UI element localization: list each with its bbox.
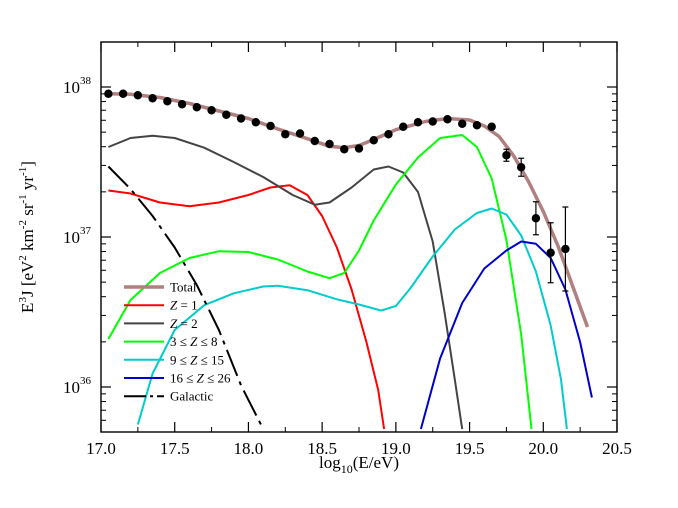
legend: Total Z = 1 Z = 2 3 ≤ Z ≤ 8 9 ≤ Z ≤ 15 16 ≤ Z… xyxy=(124,280,231,404)
legend-entry: 16 ≤ Z ≤ 26 xyxy=(124,371,231,386)
legend-entry: Z = 2 xyxy=(124,316,198,331)
data-point xyxy=(281,130,290,139)
x-tick-label: 20.0 xyxy=(528,439,558,458)
y-tick-label: 1037 xyxy=(63,225,92,247)
data-point xyxy=(472,121,482,130)
data-point xyxy=(163,97,172,106)
data-point xyxy=(340,145,349,154)
legend-label: 9 ≤ Z ≤ 15 xyxy=(170,352,224,367)
x-tick-label: 17.5 xyxy=(160,439,190,458)
data-point xyxy=(104,89,113,98)
data-point xyxy=(118,89,128,98)
data-point xyxy=(222,110,231,119)
legend-entry: 3 ≤ Z ≤ 8 xyxy=(124,334,218,349)
data-point xyxy=(251,118,260,127)
data-point xyxy=(133,91,143,100)
x-tick-label: 19.0 xyxy=(381,439,411,458)
x-tick-label: 18.5 xyxy=(307,439,337,458)
data-point xyxy=(413,118,423,127)
data-point xyxy=(266,121,275,131)
data-point xyxy=(207,106,216,115)
series-line-2 xyxy=(108,184,386,430)
legend-label: Z = 1 xyxy=(170,298,198,313)
data-point xyxy=(192,103,202,112)
data-point xyxy=(428,117,437,126)
legend-label: Z = 2 xyxy=(170,316,198,331)
data-point xyxy=(236,114,246,123)
legend-entry: 9 ≤ Z ≤ 15 xyxy=(124,352,224,367)
data-point xyxy=(148,94,157,103)
data-point xyxy=(354,144,364,153)
data-point xyxy=(177,100,187,109)
data-point xyxy=(399,122,408,131)
data-point xyxy=(502,151,511,160)
legend-entry: Galactic xyxy=(124,389,214,404)
legend-label: 16 ≤ Z ≤ 26 xyxy=(170,371,231,386)
series-line-5 xyxy=(136,207,568,430)
data-point xyxy=(561,244,570,254)
data-point xyxy=(531,214,541,223)
series-line-3 xyxy=(108,134,464,430)
legend-label: 3 ≤ Z ≤ 8 xyxy=(170,334,218,349)
series-line-6 xyxy=(419,240,593,430)
legend-entry: Total xyxy=(124,280,197,295)
data-point xyxy=(325,139,334,149)
x-tick-label: 19.5 xyxy=(455,439,485,458)
legend-entry: Z = 1 xyxy=(124,298,198,313)
series-line-7 xyxy=(107,165,265,430)
data-point xyxy=(384,130,393,139)
x-tick-label: 18.0 xyxy=(234,439,264,458)
data-point xyxy=(458,119,467,128)
y-tick-label: 1038 xyxy=(63,75,92,97)
x-tick-label: 20.5 xyxy=(602,439,632,458)
data-point xyxy=(516,163,526,172)
y-tick-label: 1036 xyxy=(63,375,92,397)
data-point xyxy=(369,136,378,145)
data-point xyxy=(443,115,452,124)
data-point xyxy=(546,248,555,257)
x-tick-label: 17.0 xyxy=(86,439,116,458)
legend-label: Total xyxy=(170,280,197,295)
data-point xyxy=(487,122,496,131)
x-axis-label: log10(E/eV) xyxy=(319,453,399,476)
y-axis-label: E3J [eV2 km-2 sr-1 yr-1] xyxy=(17,161,37,313)
data-point xyxy=(295,129,305,138)
legend-label: Galactic xyxy=(170,389,214,404)
data-point xyxy=(310,136,319,146)
series-line-4 xyxy=(107,134,533,430)
